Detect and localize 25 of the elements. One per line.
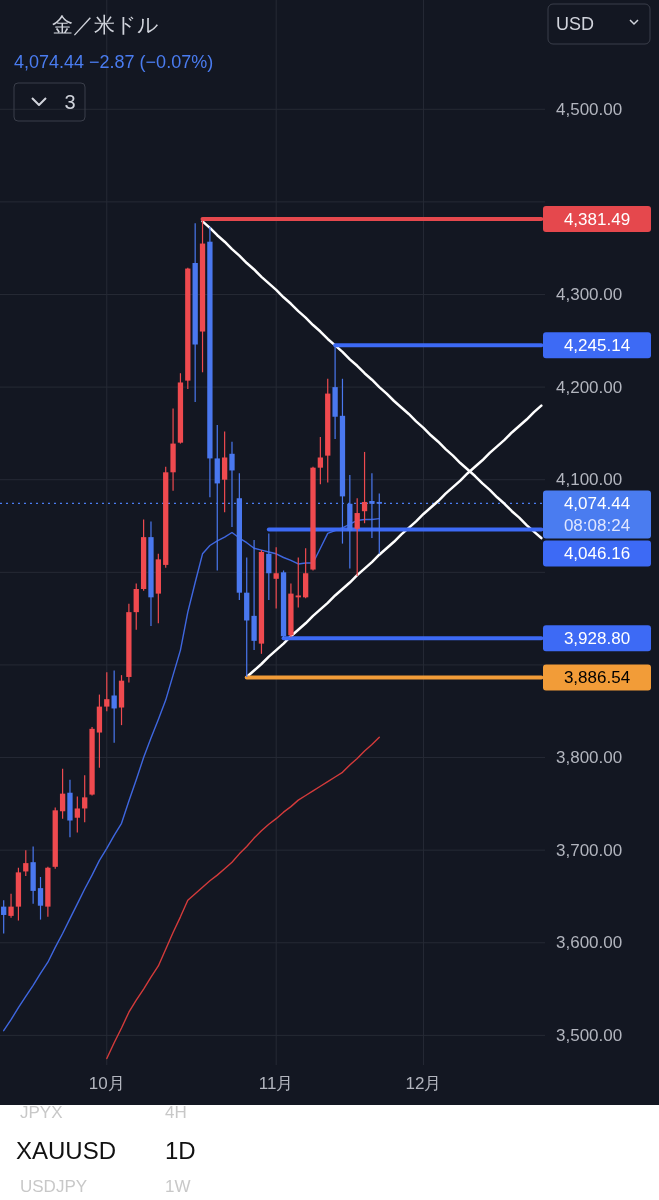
data-label: 3,886.54 (563, 667, 631, 687)
y-tick-label: 3,600.00 (556, 933, 623, 953)
ref-line-label: 4,074.44 (563, 493, 631, 513)
data-label: 4,046.16 (563, 543, 631, 563)
data-label: 3,928.80 (563, 628, 631, 648)
x-tick-label: 10月 (88, 1073, 125, 1093)
y-tick-label: 4,500.00 (556, 99, 623, 119)
data-label: 4,381.49 (563, 209, 631, 229)
line-series (106, 736, 380, 1060)
y-tick-label: 4,300.00 (556, 285, 623, 304)
y-tick-label: 4,100.00 (556, 470, 623, 490)
text: 4,074.44 −2.87 (−0.07%) (14, 52, 214, 72)
text: 1D (165, 1136, 196, 1164)
y-tick-label: 3,500.00 (556, 1025, 623, 1045)
y-tick-label: 4,200.00 (556, 377, 623, 397)
text: XAUUSD (16, 1136, 117, 1164)
y-tick-label: 3,700.00 (556, 840, 623, 860)
data-label: 4,245.14 (563, 335, 631, 355)
text: USD (556, 14, 595, 34)
x-tick-label: 11月 (258, 1073, 294, 1093)
text: 08:08:24 (563, 515, 631, 535)
y-tick-label: 3,800.00 (556, 748, 623, 768)
x-tick-label: 12月 (405, 1073, 442, 1093)
annotation: 3 (64, 91, 76, 113)
text: 金／米ドル (52, 12, 159, 36)
